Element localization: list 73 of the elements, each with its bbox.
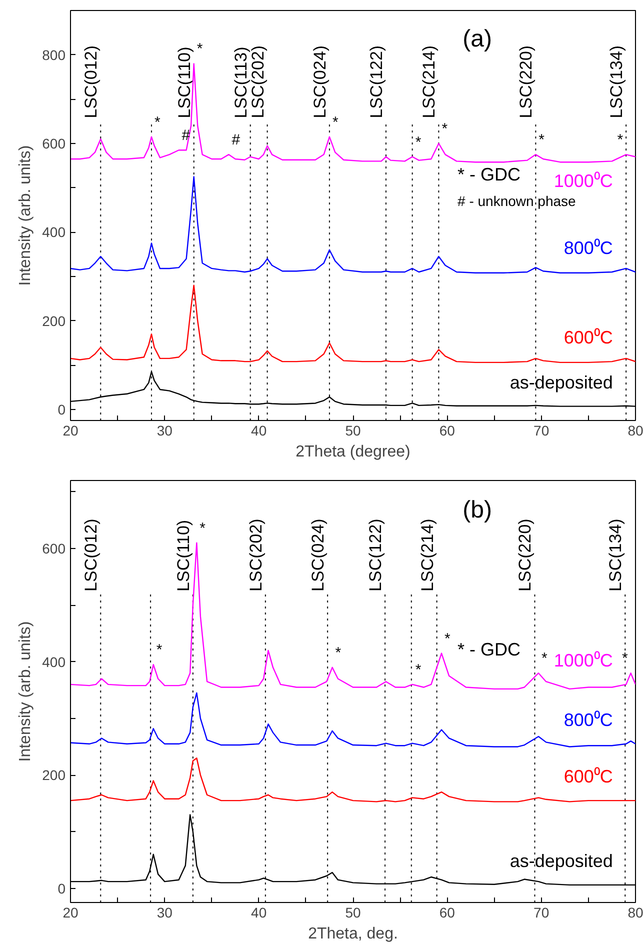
ref-line-label: LSC(012) <box>82 45 101 118</box>
annotation: * <box>415 661 422 678</box>
y-tick-label: 600 <box>42 135 66 152</box>
line-series <box>70 284 636 364</box>
x-tick-label: 60 <box>439 422 456 438</box>
annotation: # - unknown phase <box>458 193 576 210</box>
series-label: as-deposited <box>510 372 613 392</box>
x-tick-label: 70 <box>534 904 550 920</box>
ref-line-label: LSC(122) <box>366 45 386 118</box>
annotation: * <box>415 134 422 151</box>
line-series <box>70 757 636 802</box>
x-tick-label: 40 <box>251 422 267 438</box>
y-tick-label: 200 <box>42 767 66 784</box>
x-tick-label: 40 <box>251 904 267 920</box>
annotation: * <box>156 642 162 659</box>
x-tick-label: 20 <box>62 422 78 438</box>
annotation: * <box>444 630 451 648</box>
y-tick-label: 600 <box>42 540 66 556</box>
annotation: * - GDC <box>458 639 521 660</box>
ref-line-label: LSC(110) <box>174 520 193 592</box>
ref-line-label: LSC(214) <box>420 45 439 118</box>
y-tick-label: 200 <box>42 312 66 329</box>
x-tick-label: 50 <box>345 422 361 438</box>
annotation: * - GDC <box>458 164 521 184</box>
x-tick-label: 80 <box>628 422 643 438</box>
x-axis-title: 2Theta, deg. <box>308 926 398 942</box>
y-tick-label: 0 <box>58 880 66 896</box>
y-tick-label: 0 <box>58 401 66 418</box>
y-axis-title: Intensity (arb. units) <box>17 145 34 286</box>
ref-line-label: LSC(012) <box>82 518 101 592</box>
annotation: * <box>332 114 338 131</box>
x-tick-label: 50 <box>345 904 361 920</box>
y-tick-label: 800 <box>42 46 66 63</box>
annotation: * <box>617 132 624 149</box>
ref-line-label: LSC(134) <box>606 518 626 592</box>
ref-line-label: LSC(122) <box>366 518 386 592</box>
annotation: * <box>542 650 548 668</box>
annotation: * <box>538 132 545 149</box>
annotation: * <box>442 120 448 138</box>
annotation: * <box>200 520 206 537</box>
ref-line-label: LSC(024) <box>308 518 328 592</box>
series-label: 800⁰C <box>564 238 613 258</box>
x-tick-label: 30 <box>156 422 173 438</box>
x-tick-label: 70 <box>534 422 550 438</box>
y-tick-label: 400 <box>42 224 66 240</box>
ref-line-label: LSC(214) <box>418 518 437 592</box>
series-label: 1000⁰C <box>554 170 613 191</box>
x-tick-label: 80 <box>628 904 643 920</box>
x-tick-label: 30 <box>156 904 173 920</box>
ref-line-label: LSC(134) <box>607 45 626 118</box>
annotation: # <box>232 132 241 149</box>
x-tick-label: 60 <box>439 904 456 920</box>
ref-line-label: LSC(220) <box>516 518 535 592</box>
y-tick-label: 400 <box>42 654 66 670</box>
line-series <box>70 692 636 748</box>
annotation: * <box>335 644 342 662</box>
ref-line-label: LSC(113) <box>231 46 250 118</box>
ref-line-label: LSC(202) <box>246 518 266 592</box>
x-tick-label: 20 <box>62 904 78 920</box>
x-axis-title: 2Theta (degree) <box>296 444 410 460</box>
series-label: 800⁰C <box>564 710 613 730</box>
y-axis-title: Intensity (arb. units) <box>17 621 34 762</box>
series-label: 1000⁰C <box>554 650 613 670</box>
ref-line-label: LSC(110) <box>174 46 194 118</box>
series-label: as-deposited <box>510 850 613 871</box>
annotation: * <box>154 114 160 131</box>
ref-line-label: LSC(220) <box>516 45 536 118</box>
ref-line-label: LSC(024) <box>310 45 330 118</box>
series-label: 600⁰C <box>564 766 613 787</box>
series-label: 600⁰C <box>564 328 613 348</box>
text: (a) <box>462 26 492 53</box>
annotation: * <box>196 40 203 58</box>
text: (b) <box>462 496 492 524</box>
